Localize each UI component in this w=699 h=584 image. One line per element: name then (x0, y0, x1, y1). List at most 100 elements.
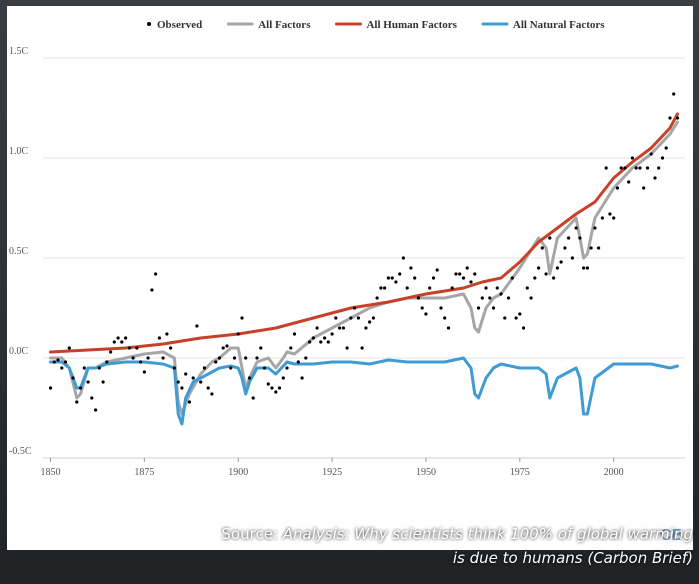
x-tick-label: 1900 (228, 467, 248, 478)
observed-point (660, 156, 665, 160)
y-tick-label: 0.5C (9, 246, 29, 257)
observed-point (285, 366, 289, 370)
observed-point (461, 276, 466, 280)
observed-point (600, 216, 605, 220)
observed-point (405, 286, 409, 290)
observed-point (555, 266, 560, 270)
observed-point (458, 272, 462, 276)
observed-point (202, 366, 206, 370)
observed-point (326, 340, 330, 344)
observed-point (225, 344, 229, 348)
observed-point (390, 276, 394, 280)
x-tick-label: 1875 (134, 467, 154, 478)
observed-point (488, 296, 492, 300)
observed-point (210, 392, 214, 396)
x-tick-label: 1950 (416, 467, 436, 478)
observed-point (431, 276, 436, 280)
observed-point (191, 376, 195, 380)
observed-point (236, 332, 240, 336)
observed-point (356, 316, 360, 320)
observed-point (304, 356, 308, 360)
observed-point (124, 336, 128, 340)
observed-point (157, 336, 161, 340)
observed-point (368, 320, 372, 324)
observed-point (480, 296, 484, 300)
observed-point (642, 186, 646, 190)
observed-point (450, 286, 454, 290)
observed-point (334, 316, 338, 320)
x-tick-label: 1925 (322, 467, 342, 478)
observed-point (401, 256, 405, 260)
observed-point (56, 358, 60, 362)
observed-point (116, 336, 120, 340)
observed-point (127, 346, 131, 350)
observed-point (345, 346, 349, 350)
legend-label-all-human-factors: All Human Factors (366, 19, 457, 31)
observed-point (360, 346, 364, 350)
observed-point (570, 256, 575, 260)
observed-point (473, 272, 477, 276)
legend-marker-observed (147, 22, 151, 26)
observed-point (420, 306, 424, 310)
y-tick-label: 0.0C (9, 346, 29, 357)
observed-point (518, 312, 522, 316)
observed-point (308, 340, 312, 344)
observed-point (664, 146, 668, 150)
observed-point (424, 312, 428, 316)
observed-point (593, 226, 597, 230)
observed-point (112, 340, 116, 344)
observed-point (296, 360, 300, 364)
observed-point (244, 356, 248, 360)
observed-point (169, 346, 173, 350)
caption-title[interactable]: Analysis: Why scientists think 100% of g… (282, 525, 693, 543)
observed-point (597, 246, 601, 250)
observed-point (604, 166, 608, 170)
observed-point (214, 360, 218, 364)
observed-point (668, 116, 672, 120)
x-tick-label: 1975 (510, 467, 530, 478)
caption-prefix: Source: (221, 525, 283, 543)
observed-point (533, 276, 537, 280)
observed-point (300, 376, 304, 380)
observed-point (281, 376, 285, 380)
all-human-factors-line (49, 112, 679, 354)
observed-point (446, 326, 451, 330)
observed-point (109, 350, 113, 354)
observed-point (63, 360, 68, 364)
observed-point (634, 166, 638, 170)
observed-point (270, 386, 274, 390)
observed-point (675, 116, 680, 120)
observed-point (251, 396, 255, 400)
observed-point (289, 346, 293, 350)
observed-point (71, 376, 75, 380)
observed-point (375, 296, 379, 300)
observed-point (582, 266, 586, 270)
observed-point (165, 332, 169, 336)
observed-point (379, 286, 383, 290)
observed-point (60, 366, 64, 370)
observed-point (217, 356, 222, 360)
observed-point (612, 216, 616, 220)
observed-point (48, 386, 53, 390)
observed-point (180, 386, 184, 390)
observed-point (484, 286, 488, 290)
observed-point (503, 316, 507, 320)
observed-point (672, 92, 676, 96)
observed-point (146, 356, 150, 360)
observed-point (274, 390, 278, 394)
observed-point (578, 236, 582, 240)
observed-point (394, 280, 398, 284)
observed-point (416, 296, 420, 300)
carbon-brief-logo: CB (660, 527, 683, 544)
observed-point (319, 340, 323, 344)
observed-point (120, 340, 124, 344)
caption-title-cont[interactable]: is due to humans (Carbon Brief) (452, 549, 693, 567)
observed-point (510, 276, 514, 280)
observed-point (439, 306, 443, 310)
observed-point (649, 152, 653, 156)
observed-point (645, 166, 650, 170)
caption-line-1: Source: Analysis: Why scientists think 1… (173, 522, 693, 546)
observed-point (465, 266, 469, 270)
observed-point (608, 212, 612, 216)
observed-point (90, 396, 94, 400)
